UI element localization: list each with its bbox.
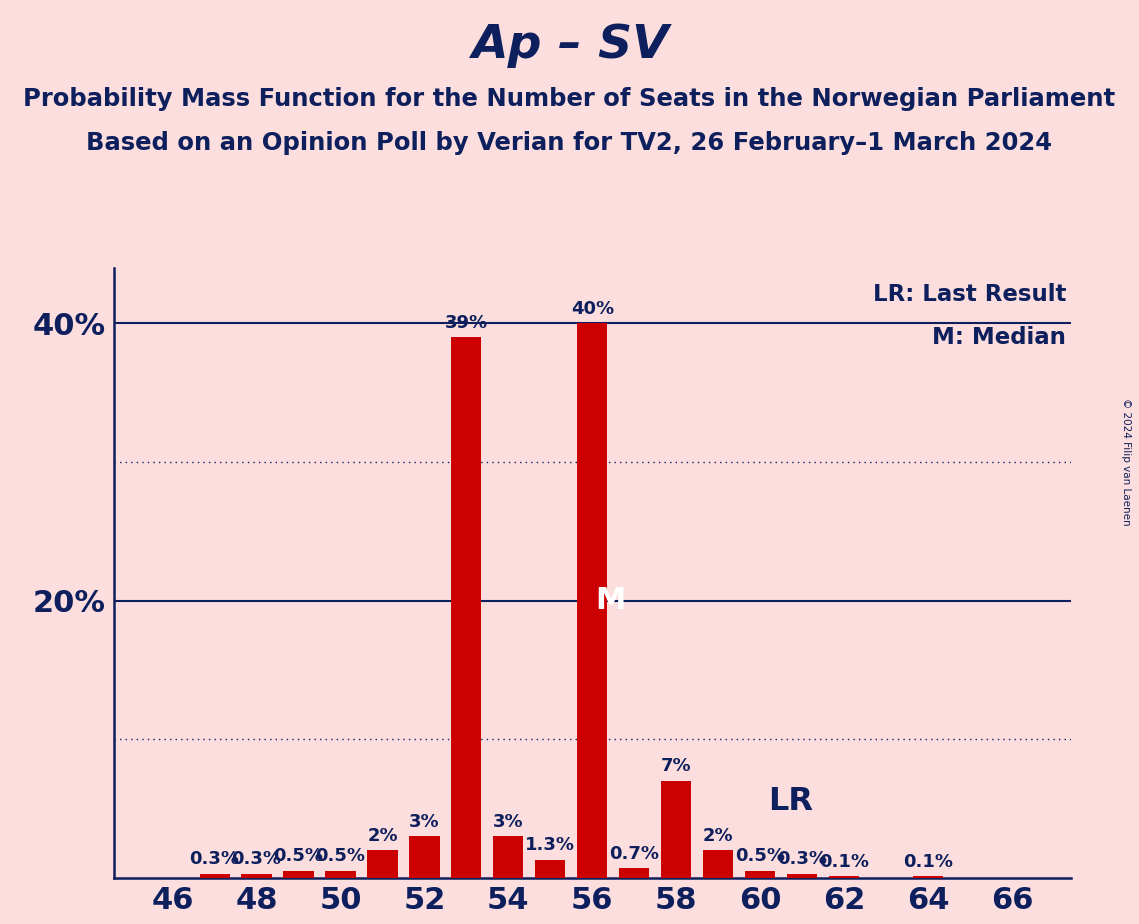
Text: Probability Mass Function for the Number of Seats in the Norwegian Parliament: Probability Mass Function for the Number…: [24, 87, 1115, 111]
Bar: [912, 876, 943, 878]
Text: LR: LR: [769, 786, 813, 817]
Text: 2%: 2%: [703, 827, 734, 845]
Text: M: Median: M: Median: [932, 326, 1066, 349]
Text: 0.3%: 0.3%: [189, 850, 239, 869]
Bar: [829, 876, 859, 878]
Text: Based on an Opinion Poll by Verian for TV2, 26 February–1 March 2024: Based on an Opinion Poll by Verian for T…: [87, 131, 1052, 155]
Bar: [493, 836, 524, 878]
Text: © 2024 Filip van Laenen: © 2024 Filip van Laenen: [1121, 398, 1131, 526]
Text: 2%: 2%: [367, 827, 398, 845]
Bar: [577, 323, 607, 878]
Text: 0.7%: 0.7%: [609, 845, 659, 863]
Text: 0.3%: 0.3%: [777, 850, 827, 869]
Text: M: M: [596, 586, 625, 615]
Text: 3%: 3%: [409, 813, 440, 831]
Bar: [241, 874, 272, 878]
Text: 0.5%: 0.5%: [273, 847, 323, 865]
Text: 0.3%: 0.3%: [231, 850, 281, 869]
Bar: [535, 859, 565, 878]
Text: 0.5%: 0.5%: [316, 847, 366, 865]
Text: Ap – SV: Ap – SV: [470, 23, 669, 68]
Bar: [368, 850, 398, 878]
Text: 7%: 7%: [661, 758, 691, 775]
Text: 39%: 39%: [445, 314, 487, 332]
Text: 1.3%: 1.3%: [525, 836, 575, 854]
Text: 40%: 40%: [571, 300, 614, 318]
Bar: [409, 836, 440, 878]
Bar: [620, 869, 649, 878]
Bar: [284, 870, 313, 878]
Text: 0.1%: 0.1%: [819, 853, 869, 870]
Text: 0.5%: 0.5%: [735, 847, 785, 865]
Bar: [703, 850, 734, 878]
Text: 0.1%: 0.1%: [903, 853, 953, 870]
Text: 3%: 3%: [493, 813, 524, 831]
Bar: [326, 870, 355, 878]
Bar: [745, 870, 776, 878]
Bar: [199, 874, 230, 878]
Text: LR: Last Result: LR: Last Result: [872, 283, 1066, 306]
Bar: [661, 781, 691, 878]
Bar: [451, 337, 482, 878]
Bar: [787, 874, 817, 878]
